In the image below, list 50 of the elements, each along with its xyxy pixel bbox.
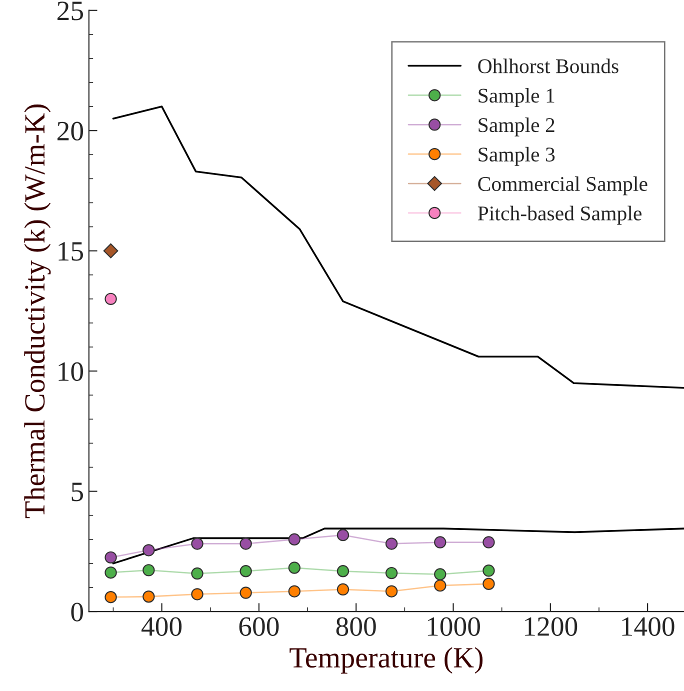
point: [240, 586, 252, 599]
point: [288, 585, 301, 598]
line-series: [112, 106, 684, 389]
x-tick-label: 400: [141, 617, 182, 636]
point: [104, 551, 117, 564]
x-tick-label: 600: [239, 617, 279, 636]
point: [104, 590, 117, 604]
point: [336, 528, 350, 542]
point: [103, 243, 118, 258]
point: [104, 566, 117, 579]
point: [482, 578, 495, 590]
y-tick-label: 25: [58, 2, 83, 20]
x-tick-label: 1000: [428, 617, 480, 636]
point: [104, 292, 117, 306]
legend-label: Sample 2: [478, 117, 554, 136]
point: [482, 564, 495, 577]
y-tick-label: 5: [72, 482, 83, 502]
y-tick-label: 10: [58, 362, 83, 381]
point: [191, 538, 204, 550]
legend-label: Pitch-based Sample: [478, 206, 642, 225]
point: [288, 533, 301, 546]
x-axis-title: Temperature (K): [290, 647, 483, 674]
point: [434, 579, 446, 592]
y-tick-label: 20: [58, 122, 83, 141]
y-tick-label: 0: [71, 602, 83, 622]
point: [385, 566, 398, 580]
point: [336, 565, 350, 578]
y-tick-label: 15: [58, 242, 83, 261]
point: [240, 538, 252, 550]
legend-label: Sample 1: [478, 88, 554, 107]
point: [385, 585, 398, 598]
x-tick-label: 1200: [525, 617, 578, 636]
x-tick-label: 1400: [622, 617, 674, 636]
point: [482, 536, 495, 548]
point: [142, 544, 155, 556]
point: [142, 564, 155, 576]
point: [385, 538, 398, 550]
point: [240, 565, 252, 578]
point: [336, 583, 350, 596]
point: [191, 588, 204, 600]
legend-label: Commercial Sample: [478, 176, 648, 196]
point: [288, 562, 301, 574]
x-tick-label: 800: [336, 617, 376, 636]
point: [191, 567, 204, 580]
point: [434, 568, 446, 580]
point: [142, 590, 155, 603]
point: [434, 536, 446, 548]
y-axis-title: Thermal Conductivity (k) (W/m-K): [24, 104, 51, 518]
legend-label: Sample 3: [478, 146, 555, 166]
legend-label: Ohlhorst Bounds: [478, 58, 618, 74]
